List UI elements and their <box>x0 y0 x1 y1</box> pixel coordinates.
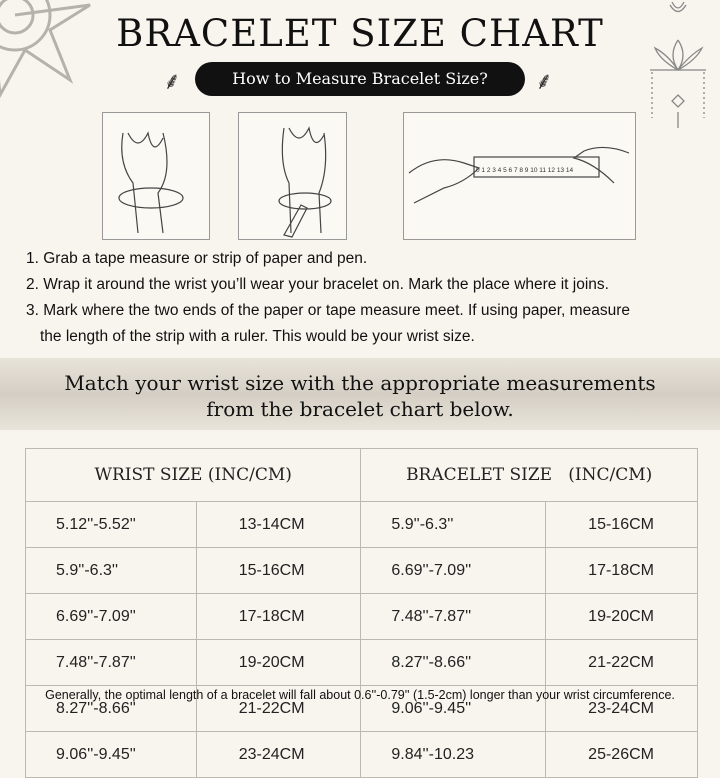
ruler-hands-icon <box>408 146 630 204</box>
bracelet-inch-cell: 7.48''-7.87'' <box>360 593 547 640</box>
wrist-inch-cell: 9.06''-9.45'' <box>25 731 197 778</box>
mandala-ornament <box>0 0 91 99</box>
wrist-inch-cell: 6.69''-7.09'' <box>25 593 197 640</box>
header-bracelet-size: BRACELET SIZE (INC/CM) <box>360 448 698 502</box>
bracelet-cm-cell: 25-26CM <box>545 731 698 778</box>
bracelet-inch-cell: 8.27''-8.66'' <box>360 639 547 686</box>
bracelet-inch-cell: 5.9''-6.3'' <box>360 501 547 548</box>
bracelet-cm-cell: 15-16CM <box>545 501 698 548</box>
step-2: 2. Wrap it around the wrist you’ll wear … <box>26 276 609 293</box>
table-row: 5.9''-6.3'' 15-16CM 6.69''-7.09'' 17-18CM <box>25 547 698 594</box>
wrist-cm-cell: 15-16CM <box>195 547 362 594</box>
table-row: 9.06''-9.45'' 23-24CM 9.84''-10.23 25-26CM <box>25 731 698 778</box>
wrist-cm-cell: 19-20CM <box>195 639 362 686</box>
hand-icon <box>118 131 184 234</box>
wrist-cm-cell: 13-14CM <box>195 501 362 548</box>
wrist-cm-cell: 23-24CM <box>195 731 362 778</box>
banner-line-1: Match your wrist size with the appropria… <box>64 371 656 395</box>
bracelet-cm-cell: 19-20CM <box>545 593 698 640</box>
instructions-list: 1. Grab a tape measure or strip of paper… <box>26 246 630 350</box>
wrist-inch-cell: 5.12''-5.52'' <box>25 501 197 548</box>
header-wrist-size: WRIST SIZE (INC/CM) <box>24 448 362 502</box>
illustration-ruler: 0 1 2 3 4 5 6 7 8 9 10 11 12 13 14 <box>403 112 636 240</box>
step-3: 3. Mark where the two ends of the paper … <box>26 302 630 319</box>
ruler-scale: 0 1 2 3 4 5 6 7 8 9 10 11 12 13 14 <box>476 167 574 174</box>
scroll-ornament-right: ⸙ <box>535 67 553 95</box>
hand-pen-icon <box>278 126 332 238</box>
illustration-mark-pen <box>238 112 347 240</box>
step-1: 1. Grab a tape measure or strip of paper… <box>26 250 368 267</box>
lotus-ornament <box>650 1 706 128</box>
table-row: 6.69''-7.09'' 17-18CM 7.48''-7.87'' 19-20CM <box>25 593 698 640</box>
banner-line-2: from the bracelet chart below. <box>206 397 514 421</box>
table-row: 5.12''-5.52'' 13-14CM 5.9''-6.3'' 15-16CM <box>25 501 698 548</box>
footnote: Generally, the optimal length of a brace… <box>45 688 675 702</box>
bracelet-cm-cell: 17-18CM <box>545 547 698 594</box>
bracelet-inch-cell: 6.69''-7.09'' <box>360 547 547 594</box>
bracelet-inch-cell: 9.84''-10.23 <box>360 731 547 778</box>
instruction-banner: Match your wrist size with the appropria… <box>0 358 720 430</box>
bracelet-cm-cell: 21-22CM <box>545 639 698 686</box>
wrist-inch-cell: 7.48''-7.87'' <box>25 639 197 686</box>
table-row: 7.48''-7.87'' 19-20CM 8.27''-8.66'' 21-22CM <box>25 639 698 686</box>
illustration-hand-wrap <box>102 112 210 240</box>
size-table: WRIST SIZE (INC/CM) BRACELET SIZE (INC/C… <box>24 448 698 778</box>
wrist-cm-cell: 17-18CM <box>195 593 362 640</box>
wrist-inch-cell: 5.9''-6.3'' <box>25 547 197 594</box>
step-3-continued: the length of the strip with a ruler. Th… <box>40 328 475 345</box>
subtitle-pill: How to Measure Bracelet Size? <box>195 62 525 96</box>
scroll-ornament-left: ⸙ <box>163 67 181 95</box>
table-header-row: WRIST SIZE (INC/CM) BRACELET SIZE (INC/C… <box>24 448 698 502</box>
page-title: BRACELET SIZE CHART <box>116 12 604 55</box>
